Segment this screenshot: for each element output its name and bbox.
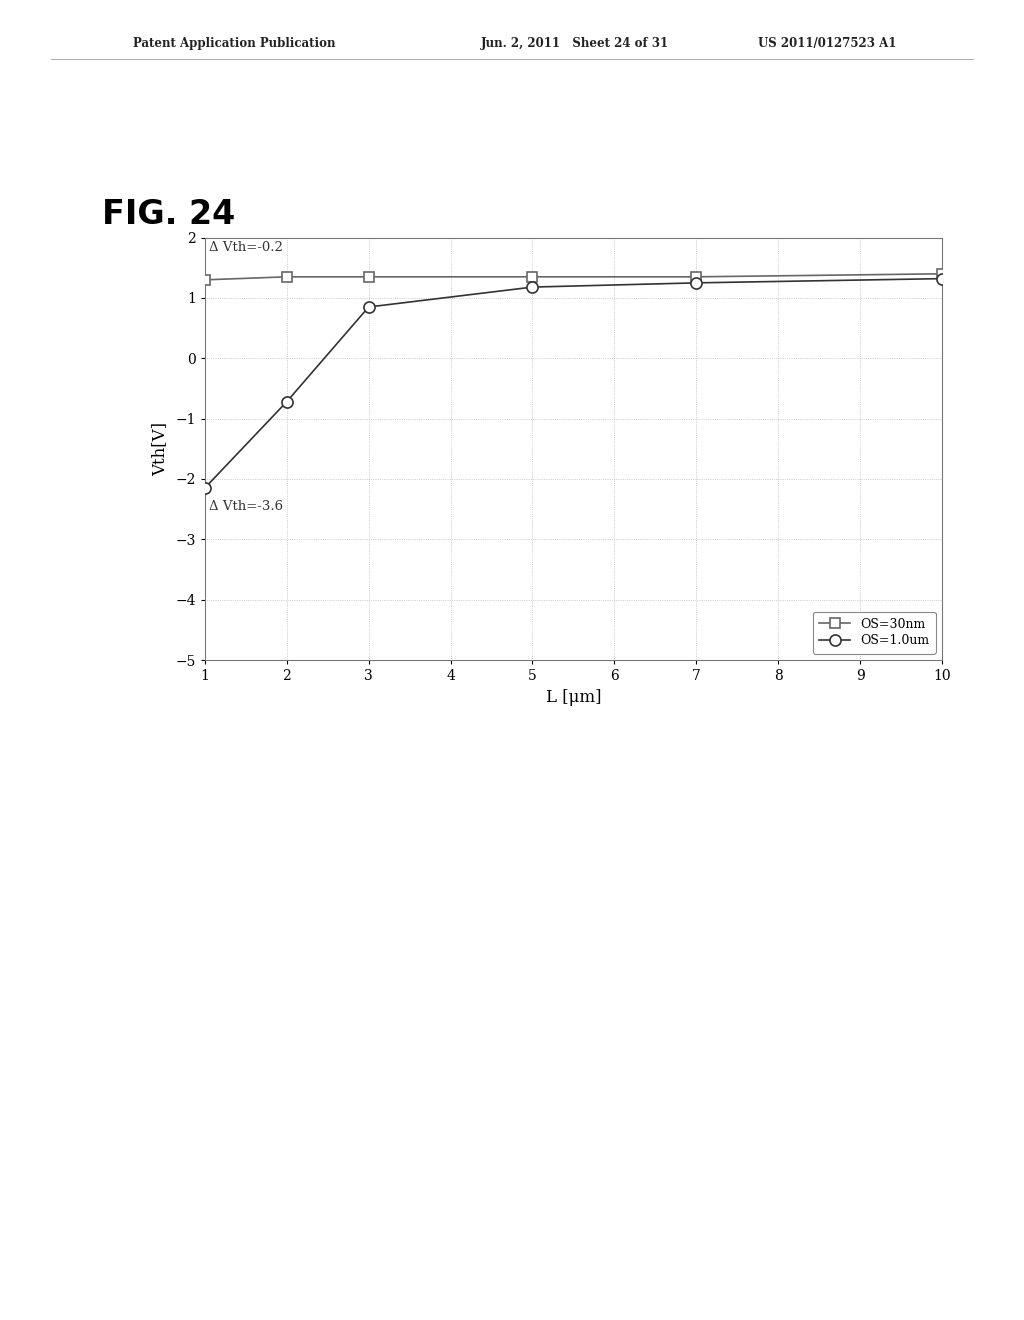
Text: Δ Vth=-0.2: Δ Vth=-0.2 bbox=[209, 240, 283, 253]
OS=30nm bbox=[362, 269, 375, 285]
Y-axis label: Vth[V]: Vth[V] bbox=[152, 422, 168, 475]
OS=1.0um bbox=[281, 393, 293, 409]
OS=1.0um bbox=[199, 480, 211, 496]
Text: FIG. 24: FIG. 24 bbox=[102, 198, 236, 231]
OS=30nm bbox=[690, 269, 702, 285]
Text: Δ Vth=-3.6: Δ Vth=-3.6 bbox=[209, 500, 283, 513]
Line: OS=30nm: OS=30nm bbox=[200, 269, 947, 285]
Text: Jun. 2, 2011   Sheet 24 of 31: Jun. 2, 2011 Sheet 24 of 31 bbox=[481, 37, 670, 50]
OS=1.0um bbox=[936, 271, 948, 286]
OS=1.0um bbox=[362, 300, 375, 315]
OS=30nm bbox=[526, 269, 539, 285]
OS=30nm bbox=[936, 265, 948, 281]
OS=30nm bbox=[281, 269, 293, 285]
OS=1.0um bbox=[690, 275, 702, 290]
Legend: OS=30nm, OS=1.0um: OS=30nm, OS=1.0um bbox=[813, 611, 936, 653]
Text: Patent Application Publication: Patent Application Publication bbox=[133, 37, 336, 50]
OS=30nm bbox=[199, 272, 211, 288]
Text: US 2011/0127523 A1: US 2011/0127523 A1 bbox=[758, 37, 896, 50]
OS=1.0um bbox=[526, 279, 539, 294]
X-axis label: L [μm]: L [μm] bbox=[546, 689, 601, 706]
Line: OS=1.0um: OS=1.0um bbox=[200, 273, 947, 494]
